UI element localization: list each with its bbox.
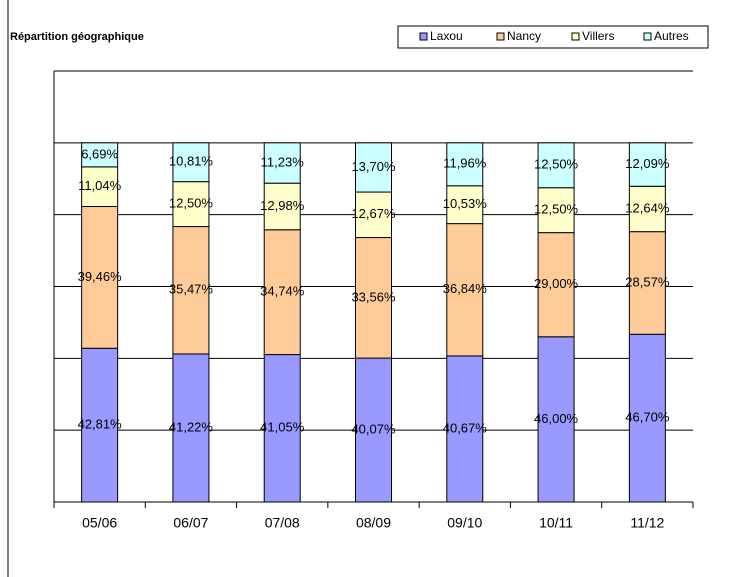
data-label: 29,00% [534,276,579,291]
data-label: 40,67% [443,420,488,435]
bar-segment [263,142,301,184]
data-label: 35,47% [169,282,214,297]
x-tick-label: 08/09 [356,515,391,531]
bar-segment [628,333,666,503]
legend-swatch [419,32,428,41]
data-label: 40,07% [351,421,396,436]
x-tick-label: 06/07 [173,515,208,531]
data-label: 12,50% [534,157,579,172]
bar-segment [172,226,210,355]
data-label: 11,04% [78,178,122,193]
bar-segment [355,357,392,503]
legend-label: Laxou [430,29,463,43]
bar-segment [172,181,210,228]
x-tick-label: 05/06 [82,515,117,531]
bar-segment [446,355,484,503]
bar-segment [81,206,119,349]
data-label: 42,81% [78,417,123,432]
data-label: 12,09% [625,156,670,171]
bar-segment [355,237,392,359]
data-label: 41,05% [260,420,305,435]
data-label: 34,74% [260,284,305,299]
legend-label: Villers [582,29,614,43]
data-label: 12,98% [260,198,305,213]
bar-segment [263,354,301,503]
bar-segment [537,142,575,189]
data-label: 11,23% [261,154,305,169]
bar-segment [446,142,484,187]
bar-segment [446,223,484,357]
bar-segment [537,336,575,503]
bar-segment [628,231,666,335]
legend-swatch [571,32,580,41]
bar-segment [81,142,119,168]
data-label: 46,00% [534,411,579,426]
legend-label: Autres [654,29,689,43]
legend-swatch [643,32,652,41]
bar-segment [263,182,301,231]
data-label: 12,64% [625,200,670,215]
bar-segment [628,185,666,233]
data-label: 36,84% [443,281,488,296]
x-tick-label: 11/12 [630,515,664,531]
data-label: 13,70% [351,159,396,174]
x-tick-label: 10/11 [539,515,573,531]
legend-label: Nancy [507,29,541,43]
chart-title: Répartition géographique [10,31,144,43]
bar-segment [81,347,119,503]
x-tick-label: 09/10 [447,515,482,531]
bar-segment [628,142,666,187]
bar-segment [446,185,484,225]
data-label: 12,67% [351,206,396,221]
bar-segment [355,142,392,193]
data-label: 11,96% [443,156,487,171]
data-label: 39,46% [78,269,123,284]
data-label: 6,69% [81,146,118,161]
data-label: 10,81% [169,154,214,169]
data-label: 10,53% [443,196,488,211]
bar-segment [172,142,210,183]
data-label: 28,57% [625,274,670,289]
bar-segment [355,191,392,239]
data-label: 46,70% [625,410,670,425]
data-label: 41,22% [169,419,214,434]
bar-segment [172,353,210,503]
data-label: 12,50% [534,202,579,217]
data-label: 12,50% [169,196,214,211]
legend-box [397,25,709,49]
bar-segment [537,232,575,338]
bar-segment [263,229,301,356]
legend-swatch [496,32,505,41]
data-label: 33,56% [351,289,396,304]
x-tick-label: 07/08 [265,515,300,531]
bar-segment [81,166,119,208]
